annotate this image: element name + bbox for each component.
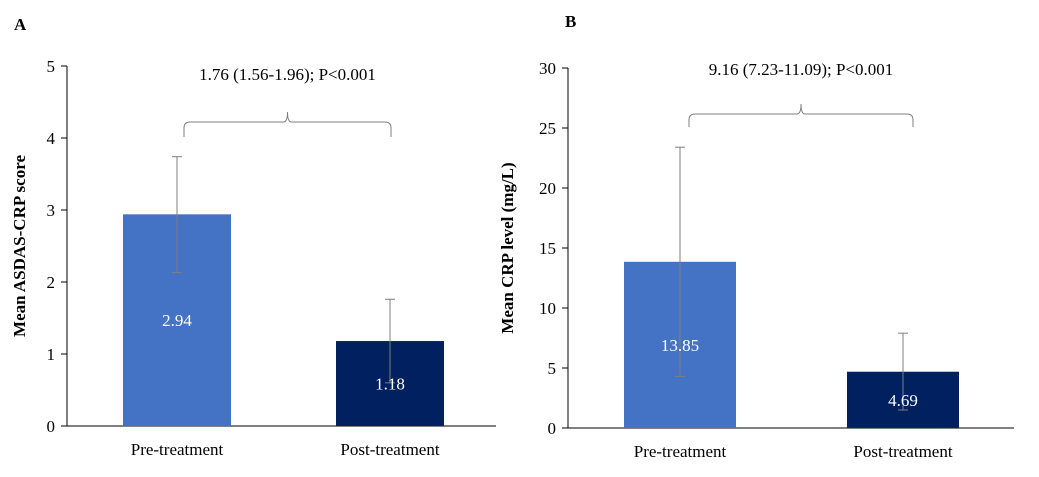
comparison-bracket <box>183 111 392 137</box>
data-label: 1.18 <box>375 375 405 394</box>
y-tick-label: 10 <box>539 299 556 318</box>
y-tick-label: 15 <box>539 239 556 258</box>
y-tick-label: 1 <box>47 345 56 364</box>
y-tick-label: 0 <box>47 417 56 436</box>
panel-letter: A <box>14 15 27 34</box>
y-tick-label: 0 <box>548 419 557 438</box>
comparison-annotation: 1.76 (1.56-1.96); P<0.001 <box>199 65 376 84</box>
data-label: 13.85 <box>661 336 699 355</box>
panel-b: B 0 5 10 15 20 25 30 Mean CRP level (mg/L) 13.85… <box>498 12 1014 461</box>
y-tick-label: 20 <box>539 179 556 198</box>
y-tick-label: 4 <box>47 129 56 148</box>
y-tick-label: 5 <box>548 359 557 378</box>
category-label: Pre-treatment <box>634 442 727 461</box>
comparison-annotation: 9.16 (7.23-11.09); P<0.001 <box>709 60 894 79</box>
comparison-bracket <box>688 103 914 127</box>
data-label: 4.69 <box>888 391 918 410</box>
panel-letter: B <box>565 12 576 31</box>
panel-a: A 0 1 2 3 4 5 Mean ASDAS-CRP score 2.94 Pre-trea… <box>10 15 496 459</box>
category-label: Post-treatment <box>340 440 439 459</box>
y-tick-label: 3 <box>47 201 56 220</box>
y-tick-label: 2 <box>47 273 56 292</box>
y-axis-title: Mean CRP level (mg/L) <box>498 162 517 333</box>
y-tick-label: 25 <box>539 119 556 138</box>
category-label: Post-treatment <box>853 442 952 461</box>
y-axis-title: Mean ASDAS-CRP score <box>10 155 29 337</box>
category-label: Pre-treatment <box>131 440 224 459</box>
y-tick-label: 5 <box>47 57 56 76</box>
data-label: 2.94 <box>162 311 192 330</box>
y-tick-label: 30 <box>539 59 556 78</box>
